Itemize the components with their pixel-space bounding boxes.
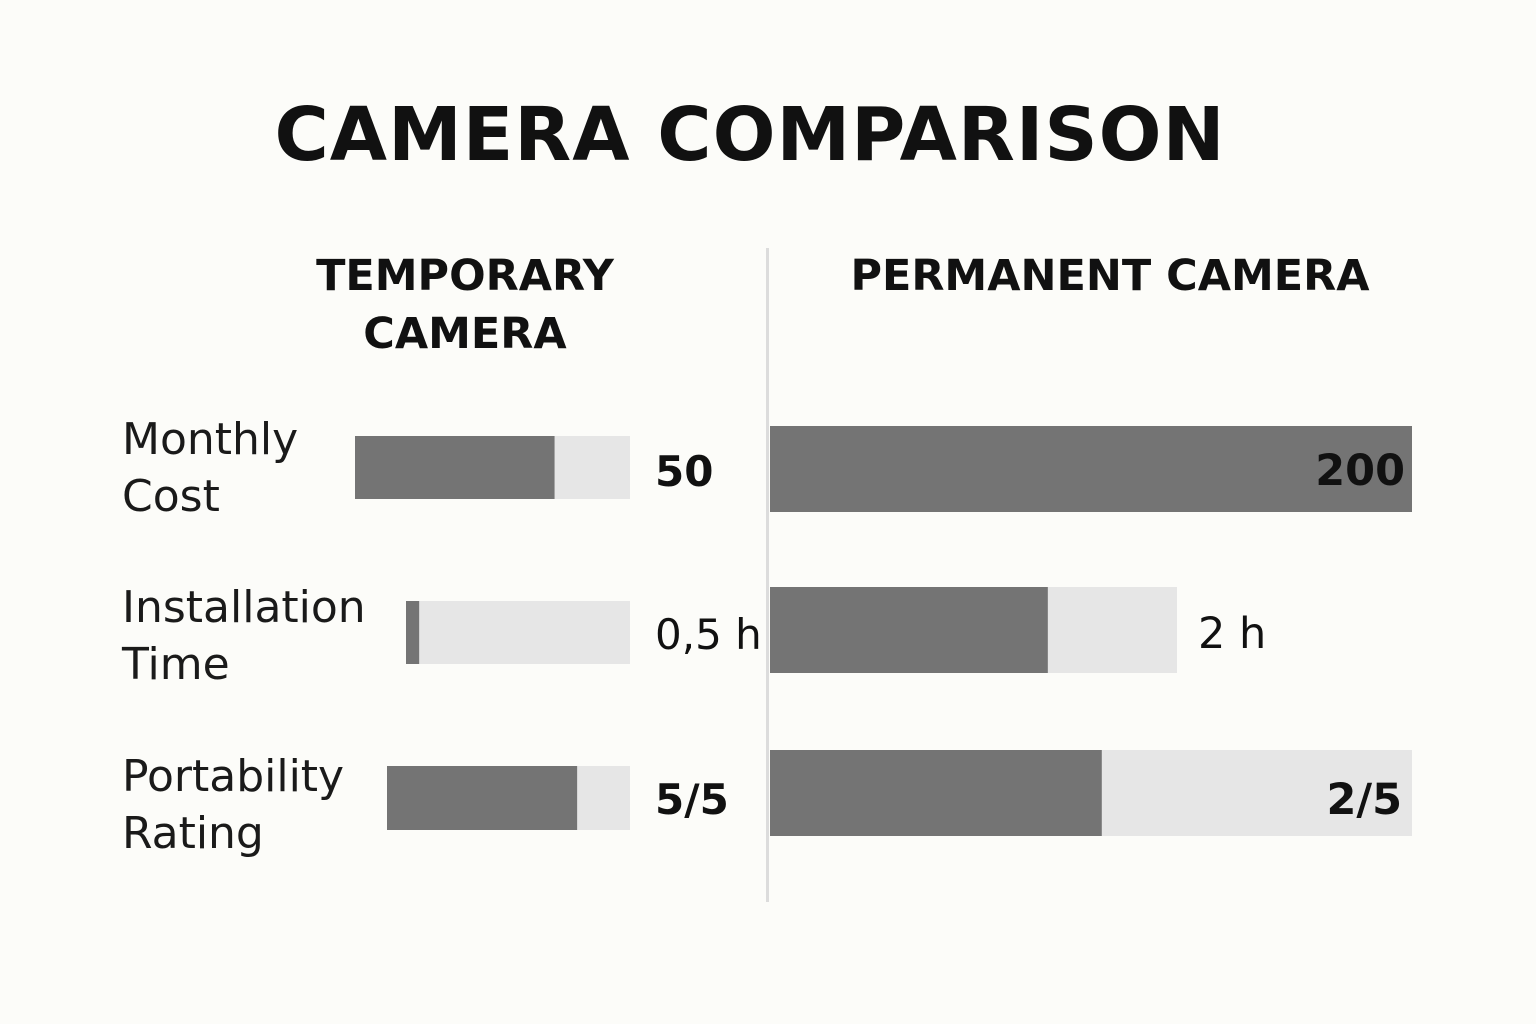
metric-label-line: Cost [122,471,220,522]
temporary-heading-line-1: TEMPORARY [316,251,614,301]
permanent-bar [770,587,1048,673]
temporary-camera-heading: TEMPORARY CAMERA [300,247,630,363]
permanent-bar [770,426,1412,512]
temporary-bar [387,766,578,830]
temporary-heading-line-2: CAMERA [363,309,567,359]
temporary-value-label: 50 [655,447,713,496]
metric-label-monthly-cost: Monthly Cost [122,411,382,525]
chart-title: CAMERA COMPARISON [274,92,1226,178]
temporary-bar-track [406,601,630,664]
metric-label-line: Installation [122,582,366,633]
metric-label-portability-rating: Portability Rating [122,748,382,862]
metric-label-line: Rating [122,808,264,859]
column-divider [766,248,769,902]
permanent-value-label: 200 [1315,446,1405,496]
metric-label-line: Portability [122,751,345,802]
metric-label-line: Time [122,639,230,690]
temporary-value-label: 0,5 h [655,610,762,659]
permanent-value-label: 2 h [1198,609,1266,659]
temporary-value-label: 5/5 [655,775,729,824]
temporary-bar [355,436,555,499]
permanent-bar [770,750,1102,836]
temporary-bar [406,601,420,664]
permanent-value-label: 2/5 [1326,775,1402,825]
metric-label-line: Monthly [122,414,299,465]
permanent-heading-line-1: PERMANENT CAMERA [850,251,1370,301]
metric-label-installation-time: Installation Time [122,579,382,693]
permanent-camera-heading: PERMANENT CAMERA [830,247,1390,305]
